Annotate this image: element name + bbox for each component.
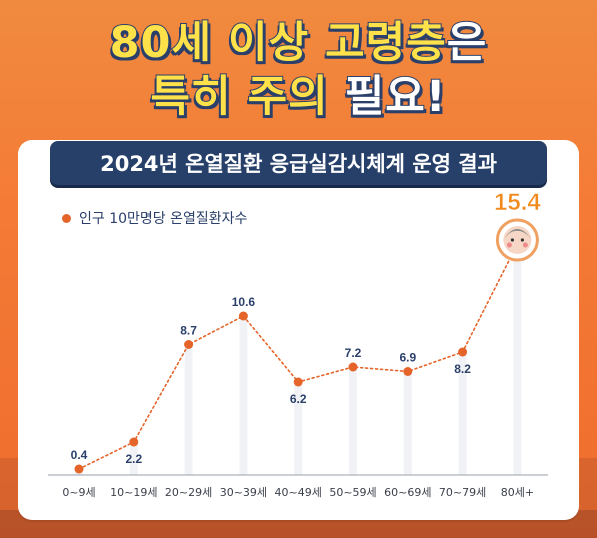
guide-bar [129,442,138,475]
data-label: 7.2 [345,346,362,360]
data-label: 10.6 [232,295,256,309]
data-point [184,340,194,349]
x-tick-label: 50~59세 [329,486,376,499]
data-label: 0.4 [71,448,88,462]
headline-line-1-main: 80세 이상 고령층 [109,17,447,69]
headline-line-2-suffix: 필요! [328,71,447,123]
avatar-cheek-icon [506,242,512,248]
guide-bar [239,316,248,475]
data-point [348,362,358,372]
guide-bar [184,344,193,475]
guide-bar [458,352,467,475]
data-point [129,437,139,447]
data-point [293,377,303,387]
avatar-eye-icon [520,238,525,242]
guide-bar [513,244,522,475]
guide-bar [294,382,303,475]
x-tick-label: 80세+ [501,486,534,499]
data-point [458,347,468,357]
x-tick-label: 0~9세 [62,486,95,499]
headline-line-1: 80세 이상 고령층은 [0,8,597,70]
data-point [238,311,248,321]
data-label: 2.2 [125,452,142,466]
headline-line-2: 특히 주의 필요! [0,62,597,124]
data-label: 6.9 [399,351,416,365]
x-tick-label: 40~49세 [275,486,322,499]
x-tick-label: 30~39세 [220,486,267,499]
data-label: 8.7 [180,324,197,338]
data-label: 8.2 [454,362,471,376]
chart-legend: 인구 10만명당 온열질환자수 [62,208,247,228]
headline-line-1-suffix: 은 [446,17,488,69]
chart-title-banner: 2024년 온열질환 응급실감시체계 운영 결과 [50,141,547,185]
data-label: 6.2 [290,392,307,406]
avatar-eye-icon [510,238,514,242]
headline-line-2-main: 특히 주의 [150,71,329,123]
data-point [403,367,413,376]
guide-bar [403,371,412,475]
x-tick-label: 60~69세 [384,486,431,499]
avatar-hair-icon [504,229,531,238]
avatar-cheek-icon [522,242,528,248]
x-tick-label: 10~19세 [110,486,157,499]
guide-bar [349,367,357,475]
legend-label: 인구 10만명당 온열질환자수 [79,211,248,227]
chart-title: 2024년 온열질환 응급실감시체계 운영 결과 [100,152,497,176]
legend-marker [62,213,71,223]
x-tick-label: 20~29세 [165,486,212,499]
data-label-highlight: 15.4 [494,189,541,216]
x-tick-label: 70~79세 [439,486,486,499]
data-point [74,464,84,474]
